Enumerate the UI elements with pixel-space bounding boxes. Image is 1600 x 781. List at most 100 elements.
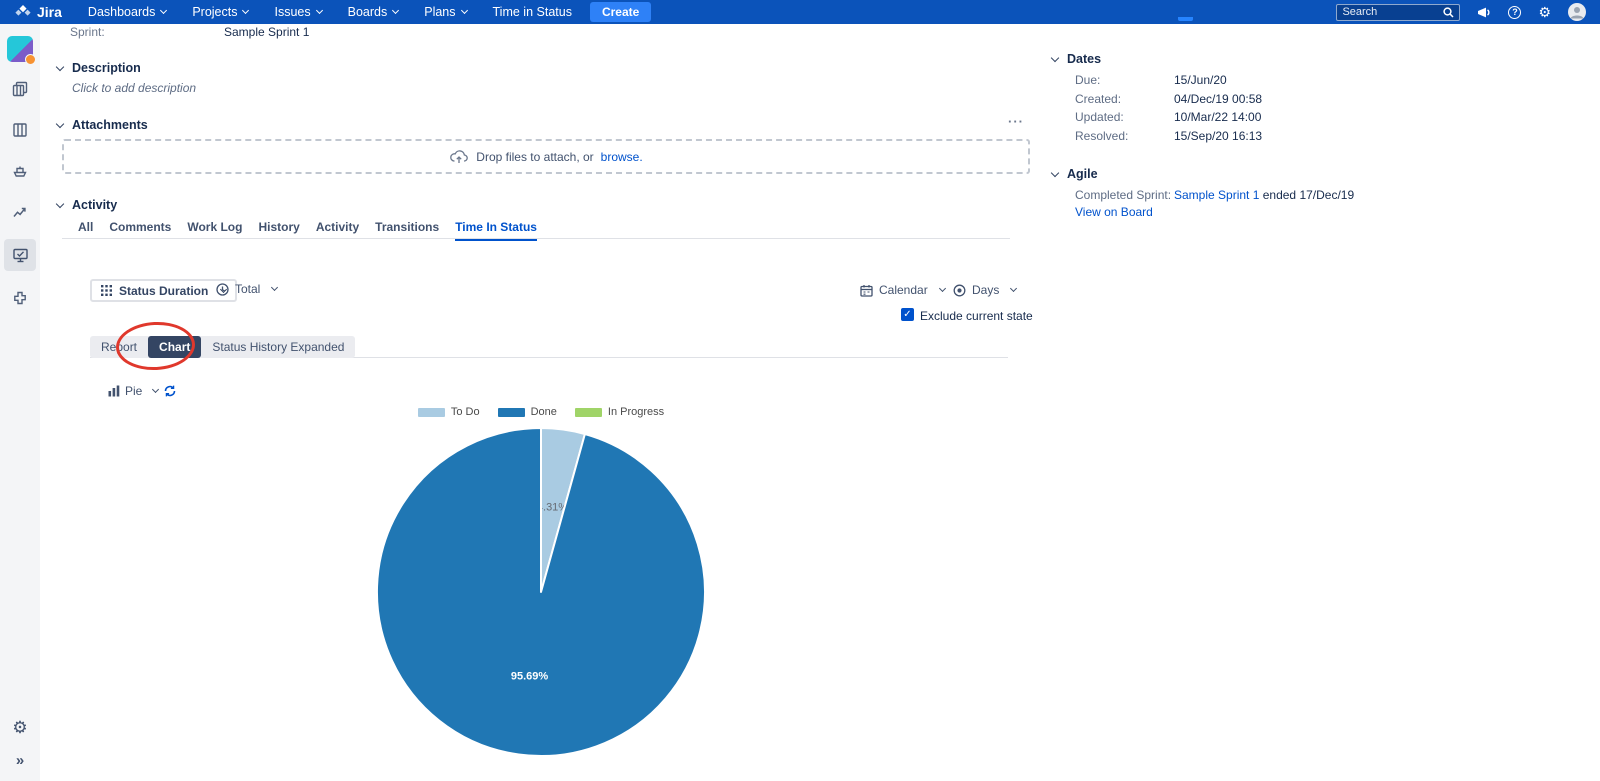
announcement-icon[interactable] [1477,6,1491,19]
jira-brand-text: Jira [37,4,62,20]
legend-swatch [497,407,525,417]
add-description-placeholder[interactable]: Click to add description [72,81,197,95]
tab-history[interactable]: History [258,220,300,234]
activity-section-header[interactable]: Activity [55,198,118,212]
completed-sprint-value: Sample Sprint 1 ended 17/Dec/19 [1174,188,1354,202]
nav-item-label: Issues [274,5,311,19]
due-value: 15/Jun/20 [1174,73,1227,87]
view-tab-status-history-expanded[interactable]: Status History Expanded [212,340,345,354]
bar-chart-icon [108,385,120,397]
completed-sprint-suffix: ended 17/Dec/19 [1262,188,1355,202]
nav-item-issues[interactable]: Issues [274,5,323,19]
nav-item-time-in-status[interactable]: Time in Status [493,5,572,19]
sidebar-item-addons[interactable] [4,284,36,312]
tab-work-log[interactable]: Work Log [187,220,243,234]
view-tab-report[interactable]: Report [101,340,138,354]
completed-sprint-link[interactable]: Sample Sprint 1 [1174,188,1260,202]
expand-sidebar-icon[interactable]: » [15,752,25,769]
exclude-current-state-checkbox[interactable]: ✓ [901,308,914,321]
chevron-down-icon [1050,168,1060,178]
sidebar-settings-gear-icon[interactable]: ⚙ [12,718,28,737]
chart-type-dropdown[interactable]: Pie [108,384,160,398]
puzzle-addon-icon [14,291,26,305]
legend-label: Done [530,406,557,418]
chevron-down-icon [1050,53,1060,63]
due-label: Due: [1075,73,1101,87]
sidebar-item-backlog[interactable] [4,75,36,103]
tab-comments[interactable]: Comments [109,220,172,234]
chevron-down-icon [938,284,946,293]
updated-value: 10/Mar/22 14:00 [1174,110,1262,124]
legend-swatch [417,407,445,417]
agile-section-header[interactable]: Agile [1050,167,1098,181]
sidebar-item-board[interactable] [4,116,36,144]
nav-item-boards[interactable]: Boards [347,5,400,19]
nav-item-projects[interactable]: Projects [192,5,250,19]
chevron-down-icon [460,6,468,15]
chart-legend: To Do Done In Progress [371,406,711,418]
nav-item-label: Boards [347,5,388,19]
jira-logo[interactable]: Jira [14,4,62,20]
attachments-section-header[interactable]: Attachments [55,118,148,132]
view-tab-chart[interactable]: Chart [148,336,202,358]
tab-transitions[interactable]: Transitions [375,220,440,234]
pie-slice-done[interactable] [375,427,706,757]
sidebar-item-releases[interactable] [4,157,36,185]
nav-item-label: Dashboards [87,5,156,19]
completed-sprint-label: Completed Sprint: [1075,188,1172,202]
ship-icon [13,166,27,177]
scrolled-button-sliver [1178,17,1193,21]
tab-time-in-status[interactable]: Time In Status [455,220,537,241]
chart-type-label: Pie [125,384,143,398]
dates-section-header[interactable]: Dates [1050,52,1101,66]
project-avatar-badge [25,54,36,65]
sidebar-item-reports[interactable] [4,198,36,226]
calendar-dropdown[interactable]: Calendar [860,283,946,297]
nav-item-plans[interactable]: Plans [424,5,468,19]
eye-icon [953,284,966,296]
calendar-icon [860,284,873,297]
clock-icon [216,282,229,296]
project-avatar[interactable] [7,36,36,65]
sprint-field-value[interactable]: Sample Sprint 1 [224,25,310,39]
legend-item-todo[interactable]: To Do [417,406,480,418]
grid-icon [101,285,112,296]
nav-item-dashboards[interactable]: Dashboards [87,5,168,19]
search-input[interactable] [1342,6,1444,18]
refresh-icon [164,385,176,397]
pie-chart[interactable]: 4.31% 95.69% [371,420,711,770]
legend-item-done[interactable]: Done [497,406,557,418]
search-box[interactable] [1336,3,1461,21]
tab-activity[interactable]: Activity [315,220,360,234]
section-title: Activity [72,198,118,212]
chevron-down-icon [55,199,65,209]
chevron-down-icon [315,6,323,15]
description-section-header[interactable]: Description [55,61,141,75]
exclude-current-state-label: Exclude current state [920,309,1033,323]
backlog-icon [12,81,28,97]
project-sidebar: ⚙ » [0,24,40,781]
aggregate-dropdown[interactable]: Total [216,282,279,296]
chevron-down-icon [242,6,250,15]
aggregate-label: Total [235,282,261,296]
view-tab-bar: Report Chart Status History Expanded [90,336,356,358]
user-avatar[interactable] [1568,3,1586,21]
create-button[interactable]: Create [589,2,652,22]
unit-dropdown[interactable]: Days [953,283,1018,297]
refresh-button[interactable] [163,384,177,403]
unit-label: Days [972,283,1000,297]
status-duration-dropdown[interactable]: Status Duration [90,279,238,302]
board-icon [13,123,27,137]
tab-all[interactable]: All [78,220,94,234]
view-on-board-link[interactable]: View on Board [1075,205,1153,219]
help-icon[interactable]: ? [1508,5,1522,19]
attachment-drop-zone[interactable]: Drop files to attach, or browse. [62,139,1030,174]
attachments-more-button[interactable]: ··· [1008,114,1024,129]
drop-files-text: Drop files to attach, or [476,149,594,164]
browse-link[interactable]: browse. [600,149,643,164]
chevron-down-icon [55,62,65,72]
created-label: Created: [1075,92,1122,106]
settings-gear-icon[interactable]: ⚙ [1538,4,1551,20]
legend-item-in-progress[interactable]: In Progress [574,406,664,418]
sidebar-item-time-in-status[interactable] [4,239,36,271]
